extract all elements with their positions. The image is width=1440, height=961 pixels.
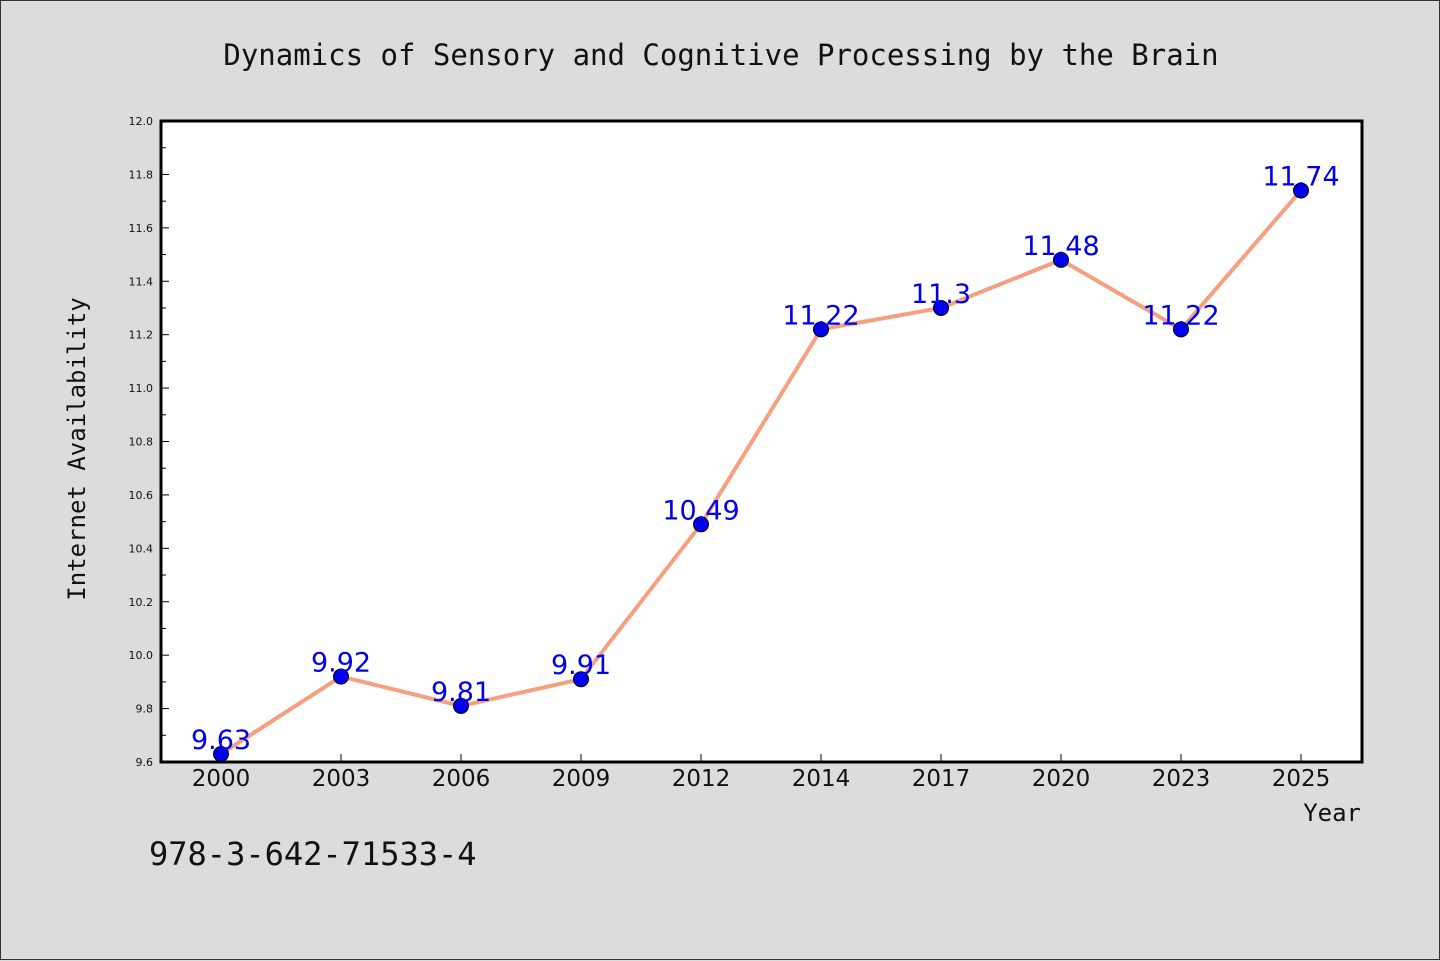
y-tick-label: 11.6 [129,222,154,235]
y-tick-label: 10.6 [129,489,154,502]
y-tick-label: 10.2 [129,596,154,609]
y-tick-label: 9.6 [136,756,154,769]
footer-isbn: 978-3-642-71533-4 [149,835,477,873]
data-point [693,516,709,533]
x-tick-label: 2009 [552,766,611,792]
data-label: 9.63 [191,725,251,756]
y-tick-label: 12.0 [129,115,154,128]
chart-title: Dynamics of Sensory and Cognitive Proces… [223,38,1218,72]
y-axis: 9.6 9.8 10.0 10.2 10.4 10.6 10.8 11.0 11.2 11.4 11… [129,115,169,769]
y-tick-label: 10.4 [129,542,154,555]
y-tick-label: 10.8 [129,436,154,449]
series-line [219,188,1303,756]
y-axis-label: Internet Availability [63,297,91,600]
x-tick-label: 2000 [192,766,251,792]
data-point [933,299,949,316]
x-tick-label: 2014 [792,766,851,792]
y-tick-label: 9.8 [136,703,154,716]
x-tick-label: 2017 [912,766,971,792]
y-tick-label: 11.8 [129,168,154,181]
x-tick-label: 2025 [1272,766,1331,792]
y-tick-label: 11.0 [129,382,154,395]
data-point [813,321,829,338]
x-axis-label: Year [1303,799,1361,827]
data-point [333,668,349,685]
data-label: 9.92 [311,648,371,679]
y-tick-label: 11.4 [129,275,154,288]
data-label: 11.22 [1142,300,1219,331]
data-label: 10.49 [662,495,739,526]
data-label: 9.81 [431,677,491,708]
x-tick-label: 2012 [672,766,731,792]
data-label: 11.22 [782,300,859,331]
x-axis: 2000 2003 2006 2009 2012 2014 2017 2020 2023 2025 [192,754,1331,792]
data-point [453,697,469,714]
data-point [1293,182,1309,199]
data-point [1053,251,1069,268]
data-label: 11.48 [1022,231,1099,262]
data-label: 11.3 [911,279,971,310]
x-tick-label: 2006 [432,766,491,792]
data-label: 11.74 [1262,161,1339,192]
x-tick-label: 2020 [1032,766,1091,792]
y-tick-label: 11.2 [129,329,154,342]
data-point [1173,321,1189,338]
data-label: 9.91 [551,650,611,681]
plot-area [159,119,1364,764]
x-tick-label: 2023 [1152,766,1211,792]
data-point [213,745,229,762]
data-point [573,671,589,688]
x-tick-label: 2003 [312,766,371,792]
y-tick-label: 10.0 [129,649,154,662]
series-layer: 9.63 9.92 9.81 9.91 10.49 11.22 11.3 11.48 11.22… [191,161,1340,762]
